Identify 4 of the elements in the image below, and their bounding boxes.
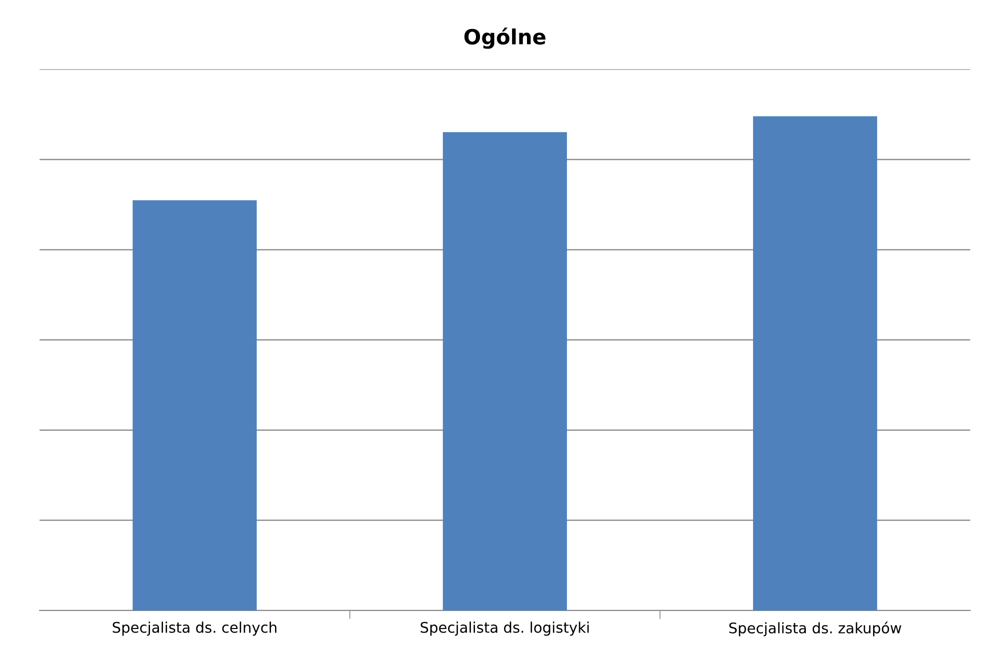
- x-tick-label: Specjalista ds. zakupów: [729, 622, 902, 636]
- chart-title: Ogólne: [464, 28, 546, 49]
- x-tick-label: Specjalista ds. celnych: [112, 622, 276, 636]
- x-tick-label: Specjalista ds. logistyki: [420, 622, 589, 636]
